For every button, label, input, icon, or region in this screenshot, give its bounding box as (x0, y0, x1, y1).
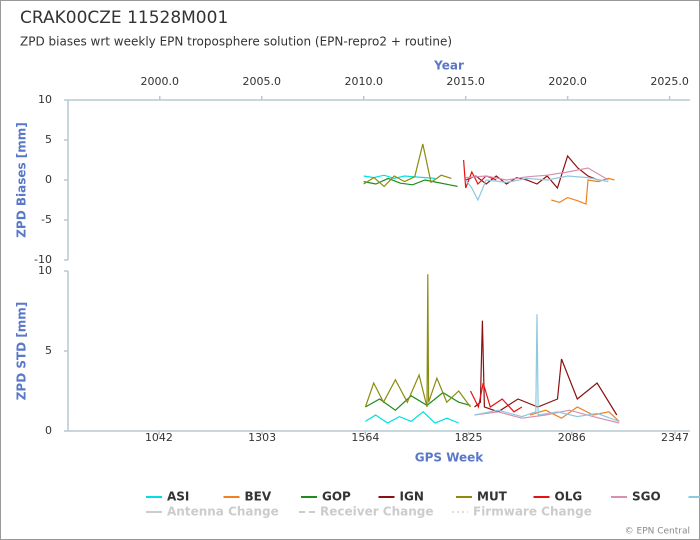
event-label: Receiver Change (320, 505, 434, 519)
y-axis-label: ZPD STD [mm] (15, 302, 29, 401)
y-tick-label: 10 (38, 93, 52, 106)
series-line (551, 177, 615, 205)
x-tick-label: 1042 (145, 431, 173, 444)
x-tick-label: 1303 (248, 431, 276, 444)
x-tick-label: 1825 (455, 431, 483, 444)
y-tick-label: 5 (45, 344, 52, 357)
y-tick-label: -10 (34, 253, 52, 266)
y-tick-label: 5 (45, 133, 52, 146)
legend-label: OLG (555, 490, 583, 504)
chart-subtitle: ZPD biases wrt weekly EPN troposphere so… (20, 35, 452, 49)
series-line (365, 411, 459, 424)
y-tick-label: -5 (41, 213, 52, 226)
legend-label: MUT (477, 490, 508, 504)
series-line (529, 406, 620, 422)
chart-title: CRAK00CZE 11528M001 (20, 8, 228, 28)
x-tick-label: 2025.0 (650, 75, 689, 88)
series-line (363, 143, 452, 188)
x-tick-label: 2086 (558, 431, 586, 444)
x-axis-label: GPS Week (415, 451, 485, 465)
series-line (474, 409, 620, 424)
x-tick-label: 2020.0 (548, 75, 587, 88)
y-tick-label: 0 (45, 424, 52, 437)
event-label: Antenna Change (167, 505, 279, 519)
legend-label: SGO (632, 490, 661, 504)
legend-label: ASI (167, 490, 189, 504)
x-axis-label: Year (433, 59, 464, 73)
x-tick-label: 2347 (661, 431, 689, 444)
legend-label: GOP (322, 490, 351, 504)
y-axis-label: ZPD Biases [mm] (15, 122, 29, 238)
x-tick-label: 2010.0 (344, 75, 383, 88)
series-line (465, 154, 599, 190)
credit: © EPN Central (625, 527, 690, 537)
series-line (364, 274, 471, 408)
legend-label: IGN (400, 490, 424, 504)
event-label: Firmware Change (473, 505, 592, 519)
x-tick-label: 2005.0 (242, 75, 281, 88)
series-line (465, 167, 609, 181)
y-tick-label: 0 (45, 173, 52, 186)
x-tick-label: 2000.0 (141, 75, 180, 88)
series-line (363, 174, 436, 180)
series-line (465, 175, 609, 202)
y-tick-label: 10 (38, 264, 52, 277)
series-line (474, 314, 620, 422)
x-tick-label: 1564 (351, 431, 379, 444)
series-line (469, 382, 523, 413)
legend-label: BEV (245, 490, 272, 504)
series-line (474, 320, 618, 416)
x-tick-label: 2015.0 (446, 75, 485, 88)
